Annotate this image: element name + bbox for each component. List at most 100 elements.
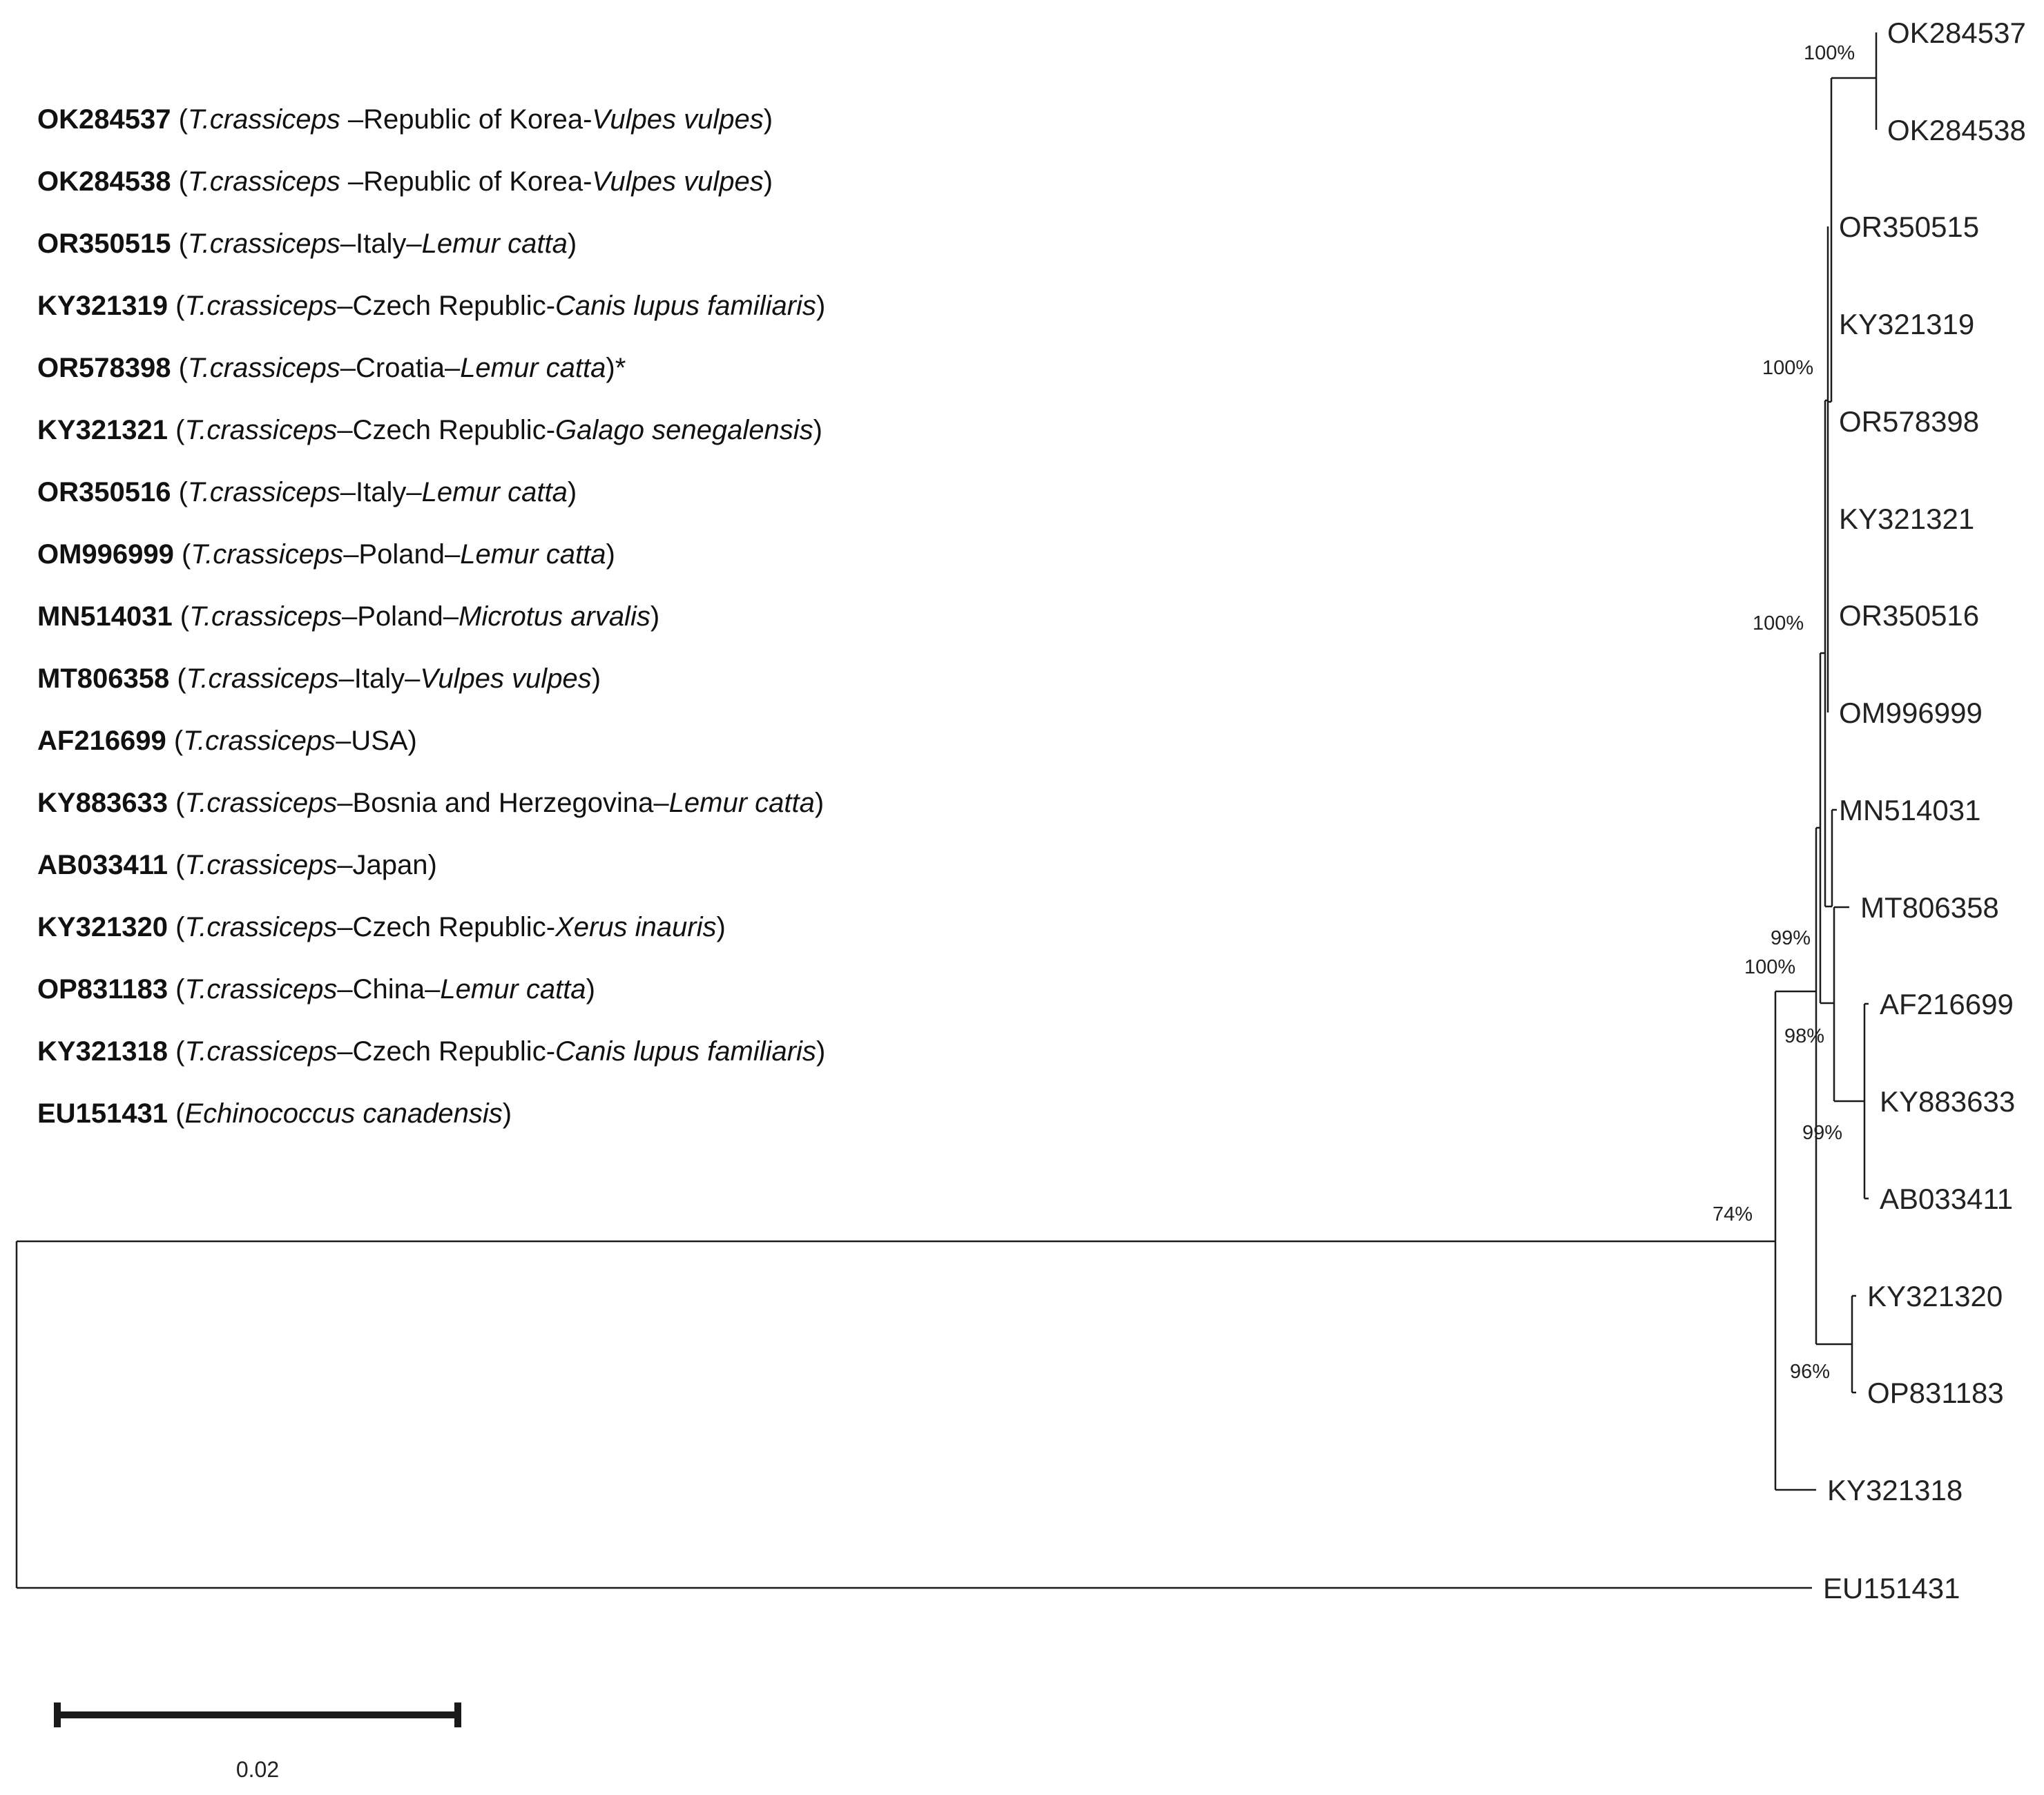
legend-species-name: T.crassiceps <box>184 415 338 445</box>
leaf-label: EU151431 <box>1823 1572 1960 1604</box>
leaf-label: MT806358 <box>1860 891 1999 924</box>
bootstrap-value: 99% <box>1802 1122 1842 1144</box>
legend-row: OK284537 (T.crassiceps –Republic of Kore… <box>37 88 1004 151</box>
legend-text: ( <box>171 353 188 383</box>
legend-text: ( <box>168 788 185 818</box>
legend-species-name: T.crassiceps <box>187 104 340 135</box>
legend-text: ( <box>168 415 185 445</box>
legend-text: –Republic of Korea- <box>340 104 592 135</box>
legend-species-name: T.crassiceps <box>187 353 340 383</box>
legend-species-name: Echinococcus canadensis <box>184 1098 503 1129</box>
leaf-label: KY321321 <box>1839 503 1974 535</box>
legend-text: ( <box>168 974 185 1005</box>
leaf-labels: OK284537 OK284538 OR350515 KY321319 OR578398… <box>1823 17 2026 1604</box>
legend-text: –Czech Republic- <box>337 912 556 942</box>
tree-branches <box>15 32 1878 1589</box>
legend-row: MT806358 (T.crassiceps–Italy–Vulpes vulp… <box>37 648 1004 710</box>
legend-text: –Czech Republic- <box>337 415 556 445</box>
leaf-label: OR350515 <box>1839 211 1979 243</box>
leaf-label: OR578398 <box>1839 405 1979 438</box>
legend-text: –Italy– <box>338 663 421 694</box>
legend-species-name: T.crassiceps <box>184 850 338 880</box>
legend-text: ( <box>166 726 184 756</box>
legend-accession: KY883633 <box>37 788 168 818</box>
legend-text: ) <box>816 291 826 321</box>
leaf-label: KY321320 <box>1867 1280 2003 1312</box>
legend-row: OK284538 (T.crassiceps –Republic of Kore… <box>37 151 1004 213</box>
legend-text: ( <box>171 104 188 135</box>
legend-text: ) <box>567 229 577 259</box>
legend-row: OM996999 (T.crassiceps–Poland–Lemur catt… <box>37 523 1004 585</box>
legend-species-name: T.crassiceps <box>184 912 338 942</box>
legend-accession: AB033411 <box>37 850 168 880</box>
legend-row: KY321318 (T.crassiceps–Czech Republic-Ca… <box>37 1020 1004 1083</box>
legend-text: –Japan) <box>337 850 437 880</box>
legend-text: ) <box>763 166 773 197</box>
legend-text: –Czech Republic- <box>337 291 556 321</box>
legend-text: ) <box>650 601 660 632</box>
legend-text: ( <box>168 912 185 942</box>
legend-text: ) <box>816 1036 826 1067</box>
legend-species-name: Lemur catta <box>421 229 568 259</box>
bootstrap-labels: 100% 100% 100% 99% 100% 98% 99% 74% 96% <box>1713 42 1855 1383</box>
bootstrap-value: 100% <box>1804 42 1855 64</box>
legend-species-name: Canis lupus familiaris <box>555 1036 816 1067</box>
legend-species-name: Vulpes vulpes <box>592 104 764 135</box>
legend-accession: AF216699 <box>37 726 166 756</box>
legend-text: ) <box>763 104 773 135</box>
legend-text: –Italy– <box>340 477 422 507</box>
legend-species-name: T.crassiceps <box>184 291 338 321</box>
legend-text: ( <box>169 663 186 694</box>
bootstrap-value: 74% <box>1713 1203 1753 1225</box>
legend-text: –Poland– <box>341 601 459 632</box>
legend-species-name: T.crassiceps <box>191 539 344 570</box>
legend-species-name: T.crassiceps <box>184 974 338 1005</box>
legend-accession: OP831183 <box>37 974 168 1005</box>
legend-row: AB033411 (T.crassiceps–Japan) <box>37 834 1004 896</box>
legend-text: ( <box>168 1098 185 1129</box>
legend-species-name: T.crassiceps <box>189 601 342 632</box>
legend-accession: MN514031 <box>37 601 173 632</box>
legend-species-name: T.crassiceps <box>184 1036 338 1067</box>
leaf-label: OK284537 <box>1887 17 2026 49</box>
legend-species-name: T.crassiceps <box>187 229 340 259</box>
legend-text: ( <box>172 601 190 632</box>
legend-species-name: T.crassiceps <box>186 663 339 694</box>
legend-row: KY321320 (T.crassiceps–Czech Republic-Xe… <box>37 896 1004 958</box>
legend-text: –Poland– <box>343 539 461 570</box>
legend-text: –Italy– <box>340 229 422 259</box>
legend-accession: OK284538 <box>37 166 171 197</box>
bootstrap-value: 100% <box>1762 357 1813 379</box>
scale-bar: 0.02 <box>54 1702 461 1782</box>
legend-species-name: T.crassiceps <box>184 788 338 818</box>
legend-text: ( <box>171 229 188 259</box>
legend-row: KY883633 (T.crassiceps–Bosnia and Herzeg… <box>37 772 1004 834</box>
leaf-label: OM996999 <box>1839 697 1983 729</box>
legend-species-name: Vulpes vulpes <box>420 663 592 694</box>
legend-text: –Republic of Korea- <box>340 166 592 197</box>
scale-bar-label: 0.02 <box>236 1757 279 1782</box>
legend-accession: OM996999 <box>37 539 174 570</box>
legend-species-name: Xerus inauris <box>555 912 717 942</box>
legend-text: ) <box>502 1098 512 1129</box>
legend-accession: KY321320 <box>37 912 168 942</box>
accession-legend: OK284537 (T.crassiceps –Republic of Kore… <box>37 88 1004 1145</box>
legend-row: OP831183 (T.crassiceps–China–Lemur catta… <box>37 958 1004 1020</box>
leaf-label: KY321318 <box>1827 1474 1963 1506</box>
legend-accession: OR350516 <box>37 477 171 507</box>
legend-text: ( <box>168 850 185 880</box>
legend-row: MN514031 (T.crassiceps–Poland–Microtus a… <box>37 585 1004 648</box>
legend-species-name: Lemur catta <box>460 539 606 570</box>
legend-species-name: T.crassiceps <box>183 726 336 756</box>
legend-species-name: Lemur catta <box>668 788 815 818</box>
legend-species-name: T.crassiceps <box>187 477 340 507</box>
leaf-label: AF216699 <box>1880 988 2014 1020</box>
leaf-label: KY321319 <box>1839 308 1974 340</box>
bootstrap-value: 100% <box>1753 612 1804 634</box>
leaf-label: OP831183 <box>1867 1377 2004 1409</box>
legend-text: –USA) <box>336 726 417 756</box>
legend-text: ( <box>171 477 188 507</box>
bootstrap-value: 96% <box>1790 1361 1830 1383</box>
